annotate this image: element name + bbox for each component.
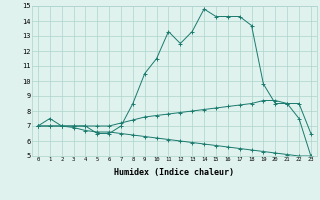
X-axis label: Humidex (Indice chaleur): Humidex (Indice chaleur) — [115, 168, 234, 177]
